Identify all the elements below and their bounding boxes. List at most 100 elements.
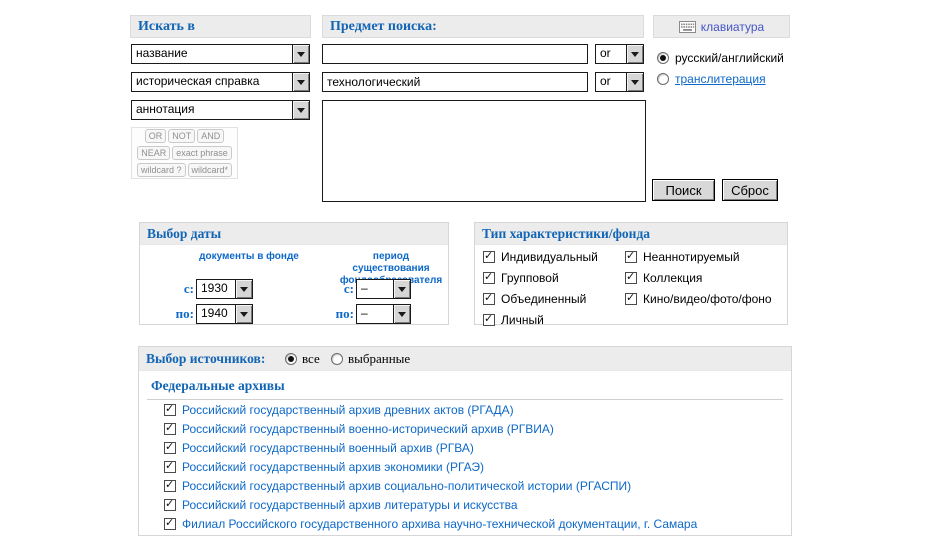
creator-from-label: с: [343,281,354,296]
date-section-title: Выбор даты [147,225,222,241]
dropdown-arrow-icon [235,305,252,323]
date-selection-section: Выбор даты документы в фонде период суще… [139,222,449,325]
search-field-select-1[interactable]: название [131,44,310,64]
dropdown-arrow-icon [393,305,410,323]
type-label-unannotated[interactable]: Неаннотируемый [643,250,740,264]
type-checkbox-group[interactable] [483,270,495,284]
fund-date-to-select[interactable]: 1940 [196,304,253,324]
archive-checkbox-4[interactable] [164,459,176,473]
archive-checkbox-1[interactable] [164,402,176,416]
type-checkbox-individual[interactable] [483,249,495,263]
fund-type-title: Тип характеристики/фонда [482,225,651,241]
sources-radio-all[interactable] [285,353,297,365]
search-in-title: Искать в [138,18,195,34]
radio-russian-english[interactable] [657,52,669,64]
search-button[interactable]: Поиск [652,179,715,201]
dropdown-arrow-icon [626,73,643,91]
dropdown-arrow-icon [626,45,643,63]
keyboard-bar: клавиатура [653,15,790,38]
operator-near-button[interactable]: NEAR [137,146,171,160]
search-field-select-3-value: аннотация [136,102,195,116]
archive-link-5[interactable]: Российский государственный архив социаль… [182,479,632,493]
operator-select-2[interactable]: or [595,72,644,92]
operator-wildcard-q-button[interactable]: wildcard ? [136,163,186,177]
dropdown-arrow-icon [235,280,252,298]
type-label-media[interactable]: Кино/видео/фото/фоно [643,292,772,306]
archive-link-7[interactable]: Филиал Российского государственного архи… [182,517,698,531]
operator-not-button[interactable]: NOT [168,129,196,143]
dropdown-arrow-icon [292,101,309,119]
archive-link-3[interactable]: Российский государственный военный архив… [182,441,474,455]
archive-checkbox-3[interactable] [164,440,176,454]
search-field-select-2-value: историческая справка [136,74,260,88]
fund-documents-label: документы в фонде [199,251,299,262]
search-field-select-2[interactable]: историческая справка [131,72,310,92]
creator-date-to-select[interactable]: – [356,304,411,324]
search-terms-textarea[interactable] [322,100,646,202]
archive-link-2[interactable]: Российский государственный военно-истори… [182,422,554,436]
fund-date-to-value: 1940 [201,306,228,320]
radio-russian-english-label[interactable]: русский/английский [675,51,784,65]
creator-date-from-value: – [361,281,368,295]
search-field-select-3[interactable]: аннотация [131,100,310,120]
archive-checkbox-6[interactable] [164,497,176,511]
type-label-group[interactable]: Групповой [501,271,559,285]
type-label-collection[interactable]: Коллекция [643,271,703,285]
sources-radio-selected[interactable] [331,353,343,365]
creator-date-from-select[interactable]: – [356,279,411,299]
type-label-personal[interactable]: Личный [501,313,544,327]
fund-from-label: с: [183,281,194,296]
operator-and-button[interactable]: AND [197,129,225,143]
operator-wildcard-star-button[interactable]: wildcard* [187,163,233,177]
archive-link-1[interactable]: Российский государственный архив древних… [182,403,514,417]
operator-select-1[interactable]: or [595,44,644,64]
creator-to-label: по: [335,306,354,321]
keyboard-icon [678,20,696,33]
archive-checkbox-2[interactable] [164,421,176,435]
operator-select-2-value: or [600,74,611,88]
operator-or-button[interactable]: OR [144,129,167,143]
sources-radio-selected-label[interactable]: выбранные [348,351,411,366]
type-checkbox-personal[interactable] [483,312,495,326]
type-checkbox-collection[interactable] [625,270,637,284]
fund-date-from-select[interactable]: 1930 [196,279,253,299]
subject-title: Предмет поиска: [330,18,437,34]
type-checkbox-unannotated[interactable] [625,249,637,263]
type-label-united[interactable]: Объединенный [501,292,587,306]
operator-exact-phrase-button[interactable]: exact phrase [172,146,232,160]
sources-header: Выбор источников: [139,347,791,371]
fund-type-section: Тип характеристики/фонда Индивидуальный … [474,222,788,327]
type-checkbox-united[interactable] [483,291,495,305]
fund-date-from-value: 1930 [201,281,228,295]
sources-section: Выбор источников: все выбранные Федераль… [138,346,792,536]
search-term-input-1[interactable] [322,44,588,64]
date-section-header: Выбор даты [140,223,448,245]
fund-type-header: Тип характеристики/фонда [475,223,787,245]
archive-link-6[interactable]: Российский государственный архив литерат… [182,498,518,512]
dropdown-arrow-icon [292,73,309,91]
operator-select-1-value: or [600,46,611,60]
reset-button[interactable]: Сброс [722,179,778,201]
federal-archives-title: Федеральные архивы [151,378,285,393]
dropdown-arrow-icon [393,280,410,298]
search-field-select-1-value: название [136,46,188,60]
type-checkbox-media[interactable] [625,291,637,305]
archive-checkbox-7[interactable] [164,516,176,530]
transliteration-link[interactable]: транслитерация [675,72,766,86]
archive-link-4[interactable]: Российский государственный архив экономи… [182,460,485,474]
sources-title: Выбор источников: [146,350,266,366]
fund-to-label: по: [175,306,194,321]
search-in-header-bar: Искать в [130,15,311,38]
creator-date-to-value: – [361,306,368,320]
archive-checkbox-5[interactable] [164,478,176,492]
sources-radio-all-label[interactable]: все [302,351,320,366]
search-term-input-2[interactable] [322,72,588,92]
keyboard-link[interactable]: клавиатура [700,19,765,34]
type-label-individual[interactable]: Индивидуальный [501,250,598,264]
radio-transliteration[interactable] [657,73,669,85]
subject-header-bar: Предмет поиска: [322,15,644,38]
operator-buttons-box: OR NOT AND NEAR exact phrase wildcard ? … [131,127,238,179]
dropdown-arrow-icon [292,45,309,63]
federal-archives-divider [147,399,783,400]
